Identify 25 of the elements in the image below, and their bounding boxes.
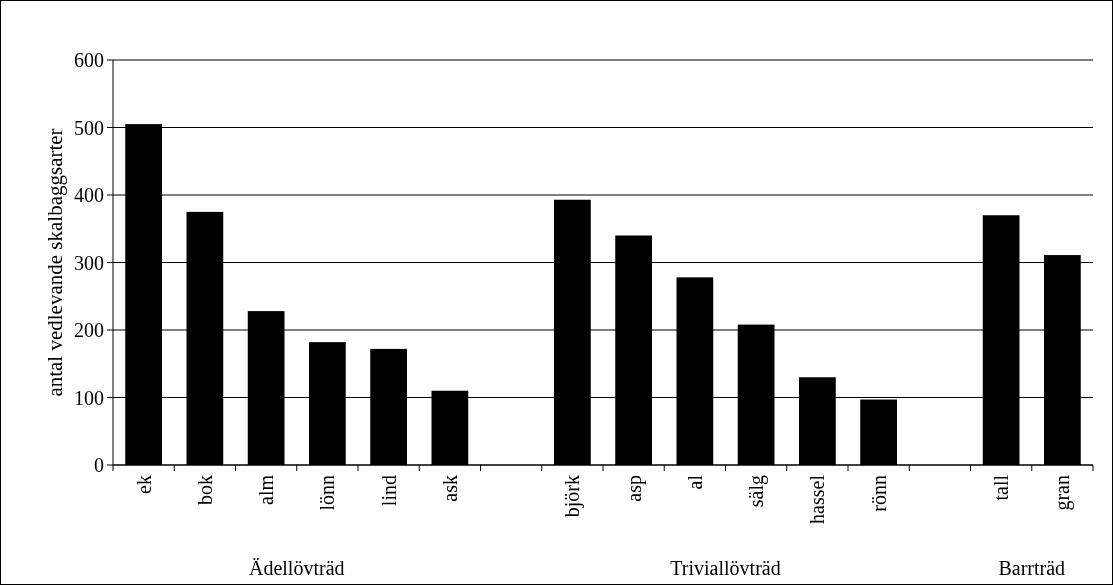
x-tick-label: lönn <box>316 475 339 511</box>
y-tick-label: 200 <box>74 319 104 341</box>
text: Ädellövträd <box>248 557 345 579</box>
y-tick-label: 400 <box>74 184 104 206</box>
y-tick-label: 500 <box>74 116 104 139</box>
x-tick-label: lind <box>377 475 400 507</box>
x-tick-label: al <box>683 474 706 490</box>
x-tick-label: björk <box>561 475 585 518</box>
x-tick-label: asp <box>622 475 646 502</box>
x-tick-label: bok <box>193 475 216 505</box>
x-tick-label: alm <box>255 474 278 505</box>
text: Barrträd <box>998 557 1066 579</box>
y-tick-label: 100 <box>74 386 104 409</box>
text: Triviallövträd <box>670 557 781 579</box>
x-tick-label: ek <box>132 475 155 494</box>
y-tick-label: 600 <box>74 49 104 71</box>
x-tick-label: tall <box>990 474 1013 501</box>
x-tick-label: hassel <box>806 474 829 524</box>
x-tick-label: ask <box>438 475 461 502</box>
y-tick-label: 0 <box>94 454 104 476</box>
y-tick-label: 300 <box>74 251 104 274</box>
x-tick-label: rönn <box>867 475 890 512</box>
x-tick-label: sälg <box>745 475 769 508</box>
y-axis-title: antal vedlevande skalbaggsarter <box>43 128 67 397</box>
x-tick-label: gran <box>1051 475 1075 511</box>
